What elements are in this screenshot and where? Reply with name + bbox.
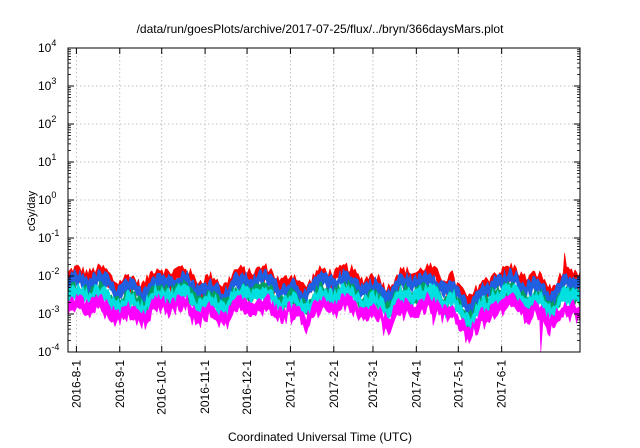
x-axis-label: Coordinated Universal Time (UTC) xyxy=(227,430,413,444)
y-tick-label: 102 xyxy=(38,114,56,131)
x-tick-label: 2017-4-1 xyxy=(409,360,423,408)
y-tick-exponent: -4 xyxy=(51,342,59,352)
y-tick-exponent: 4 xyxy=(51,38,56,48)
x-tick-label: 2016-11-1 xyxy=(198,360,212,414)
x-tick-label: 2016-9-1 xyxy=(113,360,127,408)
x-tick-label: 2017-6-1 xyxy=(495,360,509,408)
y-tick-label: 10-4 xyxy=(38,342,59,359)
y-tick-exponent: -1 xyxy=(51,228,59,238)
x-tick-label: 2016-8-1 xyxy=(69,360,83,408)
series-layer xyxy=(67,252,581,353)
y-tick-label: 100 xyxy=(38,190,56,207)
x-tick-label: 2016-12-1 xyxy=(240,360,254,415)
x-tick-label: 2017-2-1 xyxy=(327,360,341,408)
y-tick-label: 10-1 xyxy=(38,228,59,245)
x-tick-label: 2017-1-1 xyxy=(283,360,297,408)
y-axis-label: cGy/day xyxy=(26,190,38,232)
y-tick-exponent: 0 xyxy=(51,190,56,200)
y-tick-exponent: 1 xyxy=(51,152,56,162)
y-tick-exponent: -2 xyxy=(51,266,59,276)
y-tick-label: 101 xyxy=(38,152,56,169)
x-tick-label: 2017-3-1 xyxy=(366,360,380,408)
y-tick-label: 10-2 xyxy=(38,266,59,283)
y-tick-exponent: 2 xyxy=(51,114,56,124)
x-tick-label: 2017-5-1 xyxy=(451,360,465,408)
y-tick-label: 103 xyxy=(38,76,56,93)
y-tick-label: 10-3 xyxy=(38,304,59,321)
plot-border xyxy=(67,47,581,353)
y-tick-exponent: 3 xyxy=(51,76,56,86)
y-tick-exponent: -3 xyxy=(51,304,59,314)
x-tick-label: 2016-10-1 xyxy=(155,360,169,415)
y-tick-label: 104 xyxy=(38,38,56,55)
chart-title: /data/run/goesPlots/archive/2017-07-25/f… xyxy=(136,22,504,36)
